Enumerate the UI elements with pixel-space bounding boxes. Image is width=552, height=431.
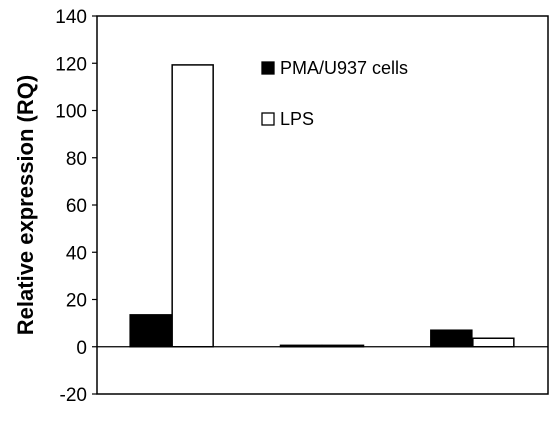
bars	[97, 64, 548, 348]
y-tick-label: 0	[76, 338, 87, 359]
y-tick-label: 140	[55, 7, 87, 28]
legend-label: LPS	[280, 109, 314, 129]
y-axis: -20 0 20 40 60 80 100 120 140	[55, 7, 97, 406]
bar-lps	[171, 64, 214, 348]
y-tick-label: 80	[66, 149, 87, 170]
y-tick-label: 120	[55, 54, 87, 75]
y-tick-label: 60	[66, 196, 87, 217]
legend: PMA/U937 cells LPS	[261, 58, 408, 129]
legend-swatch	[261, 61, 275, 75]
y-axis-label: Relative expression (RQ)	[13, 75, 38, 335]
y-tick-label: 100	[55, 102, 87, 123]
y-tick-label: -20	[60, 385, 87, 406]
bar-pma-u937	[129, 314, 172, 348]
legend-swatch	[261, 112, 275, 126]
legend-label: PMA/U937 cells	[280, 58, 408, 78]
plot-area: -20 0 20 40 60 80 100 120 140	[55, 7, 549, 406]
bar-lps	[472, 337, 515, 348]
y-tick-label: 20	[66, 291, 87, 312]
bar-pma-u937	[430, 329, 473, 348]
y-tick-label: 40	[66, 243, 87, 264]
